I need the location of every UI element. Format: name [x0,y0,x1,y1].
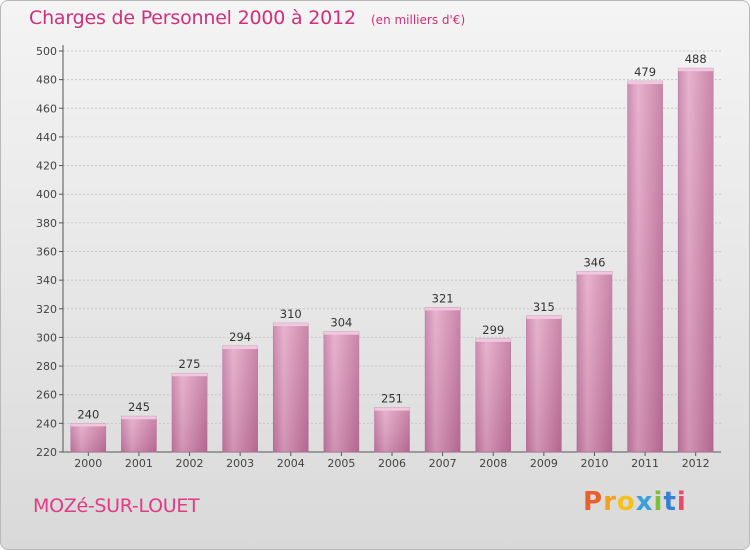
bar-top-highlight [323,331,359,335]
value-label-2008: 299 [482,323,504,337]
bar-shade [425,307,461,452]
bar-top-highlight [222,346,258,350]
bar-shade [678,68,714,452]
x-tick-label-2008: 2008 [479,457,507,470]
y-tick-label: 360 [36,246,57,259]
value-label-2011: 479 [634,65,656,79]
bar-top-highlight [273,323,309,327]
bar-top-highlight [627,81,663,85]
bar-shade [222,346,258,452]
bar-shade [374,407,410,452]
value-labels: 240 245 275 294 310 304 251 321 299 315 346 479 488 [77,52,706,421]
bar-top-highlight [425,307,461,311]
value-label-2000: 240 [77,407,99,421]
value-label-2012: 488 [685,52,707,66]
x-tick-label-2006: 2006 [378,457,406,470]
logo-letter: t [663,487,677,517]
logo-letter: o [616,487,636,517]
logo-letter: r [603,487,617,517]
bar-top-highlight [526,315,562,319]
value-label-2007: 321 [432,291,454,305]
y-tick-label: 440 [36,131,57,144]
y-tick-label: 480 [36,74,57,87]
value-label-2003: 294 [229,330,251,344]
bar-shade [323,331,359,452]
x-tick-label-2002: 2002 [176,457,204,470]
y-tick-label: 320 [36,303,57,316]
bar-top-highlight [374,407,410,411]
x-tick-label-2012: 2012 [682,457,710,470]
y-tick-label: 500 [36,45,57,58]
bar-top-highlight [576,271,612,275]
bar-top-highlight [70,423,106,427]
x-tick-label-2001: 2001 [125,457,153,470]
bar-shade [526,315,562,452]
bar-top-highlight [678,68,714,72]
y-tick-label: 340 [36,274,57,287]
x-tick-label-2007: 2007 [429,457,457,470]
logo-letter: i [676,487,687,517]
logo-letter: x [635,487,654,517]
x-tick-label-2000: 2000 [74,457,102,470]
x-tick-label-2003: 2003 [226,457,254,470]
x-tick-label-2010: 2010 [580,457,608,470]
y-tick-label: 280 [36,360,57,373]
y-tick-label: 460 [36,102,57,115]
y-tick-label: 300 [36,331,57,344]
logo-letter: P [583,487,604,517]
y-tick-label: 260 [36,389,57,402]
x-tick-label-2005: 2005 [327,457,355,470]
bar-top-highlight [121,416,157,420]
chart-subtitle: (en milliers d'€) [371,13,466,27]
proxiti-logo: Proxiti [583,487,687,517]
y-tick-label: 420 [36,160,57,173]
y-tick-label: 240 [36,417,57,430]
value-label-2006: 251 [381,392,403,406]
bars [70,67,714,453]
bar-shade [172,373,208,452]
x-tick-label-2004: 2004 [277,457,305,470]
value-label-2010: 346 [583,256,605,270]
x-tick-label-2009: 2009 [530,457,558,470]
y-tick-label: 220 [36,446,57,459]
bar-shade [627,81,663,452]
value-label-2009: 315 [533,300,555,314]
bar-top-highlight [172,373,208,377]
commune-name: MOZé-SUR-LOUET [33,495,200,517]
chart-title: Charges de Personnel 2000 à 2012 [29,7,356,29]
y-tick-label: 400 [36,188,57,201]
bar-shade [576,271,612,452]
bar-top-highlight [475,338,511,342]
bar-shade [121,416,157,452]
y-tick-label: 380 [36,217,57,230]
value-label-2005: 304 [330,316,352,330]
logo-letter: i [653,487,664,517]
bar-shade [70,423,106,452]
value-label-2001: 245 [128,400,150,414]
bar-shade [273,323,309,452]
value-label-2004: 310 [280,307,302,321]
value-label-2002: 275 [179,357,201,371]
x-tick-label-2011: 2011 [631,457,659,470]
bar-shade [475,338,511,452]
